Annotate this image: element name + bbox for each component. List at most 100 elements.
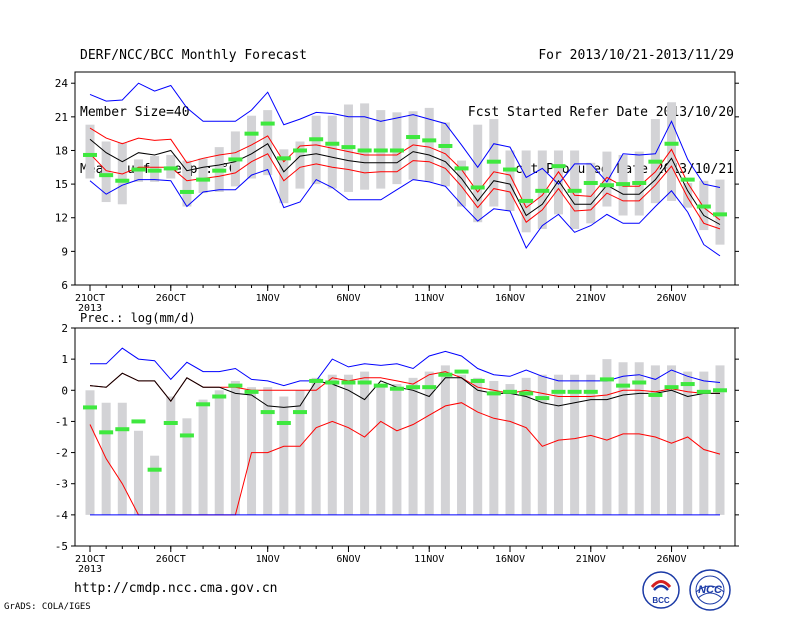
panel2-x-tick-label: 11NOV [414, 554, 444, 565]
panel1-spread-bar [279, 149, 289, 204]
panel1-mean-marker [196, 177, 211, 182]
panel1-mean-marker [583, 180, 598, 185]
panel1-mean-marker [179, 189, 194, 194]
panel1-spread-bar [683, 182, 693, 208]
panel1-spread-bar [85, 124, 95, 179]
panel1-spread-bar [457, 160, 467, 207]
panel1-mean-marker [325, 141, 340, 146]
panel1-mean-marker [99, 173, 114, 178]
panel2-spread-bar [505, 384, 515, 515]
header-member-size: Member Size=40 [80, 105, 190, 120]
panel2-y-tick-label: -4 [55, 509, 69, 522]
panel1-mean-marker [680, 177, 695, 182]
panel2-spread-bar [279, 396, 289, 515]
panel2-mean-marker [470, 378, 485, 383]
panel2-x-tick-label: 26OCT [156, 554, 186, 565]
panel1-spread-bar [247, 115, 257, 179]
panel1-spread-bar [360, 103, 370, 190]
panel1-y-tick-label: 9 [61, 245, 68, 258]
ncc-logo-text: NCC [698, 584, 723, 596]
panel2-spread-bar [424, 371, 434, 515]
panel1-lower-envelope-line [89, 168, 721, 257]
panel2-mean-marker [244, 389, 259, 394]
panel1-x-tick-label: 21NOV [576, 293, 606, 304]
panel2-y-tick-label: -5 [55, 540, 68, 553]
panel1-mean-marker [131, 167, 146, 172]
panel2-spread-bar [715, 365, 725, 515]
panel2-mean-marker [115, 427, 130, 432]
panel1-spread-bar [392, 112, 402, 185]
panel1-mean-marker [244, 131, 259, 136]
panel1-mean-marker [309, 137, 324, 142]
panel2-mean-marker [616, 383, 631, 388]
panel2-spread-bar [408, 377, 418, 515]
panel1-spread-bar [182, 160, 192, 207]
panel2-y-tick-label: 2 [61, 322, 68, 335]
panel2-mean-marker [341, 380, 356, 385]
panel1-plot-frame [74, 71, 736, 286]
panel2-mean-marker [713, 388, 727, 393]
panel1-mean-marker [422, 138, 437, 143]
panel2-y-tick-label: 1 [61, 353, 68, 366]
panel1-x-tick-label: 16NOV [495, 293, 525, 304]
panel2-spread-bar [295, 390, 305, 515]
panel1-mean-marker [567, 188, 582, 193]
panel1-mean-marker [212, 168, 227, 173]
panel2-mean-marker [422, 385, 437, 390]
panel1-x-tick-label: 11NOV [414, 293, 444, 304]
panel1-mean-marker [486, 159, 501, 164]
panel2-mean-marker [212, 394, 227, 399]
panel2-mean-marker [276, 420, 291, 425]
panel2-spread-bar [667, 365, 677, 515]
panel2-spread-bar [392, 384, 402, 515]
panel2-mean-marker [567, 389, 582, 394]
panel2-spread-bar [85, 390, 95, 515]
panel1-y-tick-label: 6 [61, 279, 68, 292]
panel2-x-tick-label: 21NOV [576, 554, 606, 565]
panel2-mean-marker [583, 389, 598, 394]
panel2-median-line [89, 372, 720, 408]
panel2-spread-bar [133, 430, 143, 515]
panel1-spread-bar [505, 150, 515, 212]
footer-url[interactable]: http://cmdp.ncc.cma.gov.cn [74, 581, 278, 596]
panel1-mean-marker [616, 182, 631, 187]
panel2-x-tick-label: 6NOV [336, 554, 360, 565]
panel2-spread-bar [263, 387, 273, 515]
panel2-spread-bar [230, 380, 240, 515]
panel1-mean-marker [406, 135, 421, 140]
panel1-mean-marker [228, 157, 243, 162]
panel2-mean-marker [163, 420, 178, 425]
bcc-logo: BCC [642, 571, 680, 609]
panel2-mean-marker [438, 372, 453, 377]
panel1-spread-bar [553, 150, 563, 215]
panel1-x-tick-label: 6NOV [336, 293, 360, 304]
panel2-mean-marker [486, 391, 501, 396]
panel1-spread-bar [521, 150, 531, 233]
panel2-spread-bar [440, 365, 450, 515]
panel1-mean-marker [373, 148, 388, 153]
panel1-spread-bar [586, 162, 596, 224]
panel2-spread-bar [473, 377, 483, 515]
panel1-mean-marker [83, 152, 97, 157]
header-title: DERF/NCC/BCC Monthly Forecast [80, 48, 307, 63]
panel2-spread-bar [457, 374, 467, 515]
panel2-spread-bar [214, 390, 224, 515]
panel1-x-tick-label: 26OCT [156, 293, 186, 304]
panel2-mean-marker [293, 410, 307, 415]
panel2-mean-marker [99, 430, 114, 435]
panel1-y-tick-label: 18 [55, 144, 68, 157]
panel2-x-tick-label: 21OCT [75, 554, 105, 565]
panel1-mean-marker [341, 145, 356, 150]
panel2-mean-marker [535, 396, 550, 401]
panel1-y-tick-label: 15 [55, 178, 68, 191]
panel2-y-tick-label: -1 [55, 415, 68, 428]
panel2-mean-marker [406, 385, 421, 390]
panel2-mean-marker [83, 405, 97, 410]
panel2-spread-bar [360, 371, 370, 515]
panel1-spread-bar [667, 102, 677, 201]
panel2-spread-bar [376, 384, 386, 515]
panel2-year-label: 2013 [78, 564, 102, 575]
panel1-spread-bar [473, 124, 483, 223]
panel1-x-tick-label: 1NOV [256, 293, 280, 304]
